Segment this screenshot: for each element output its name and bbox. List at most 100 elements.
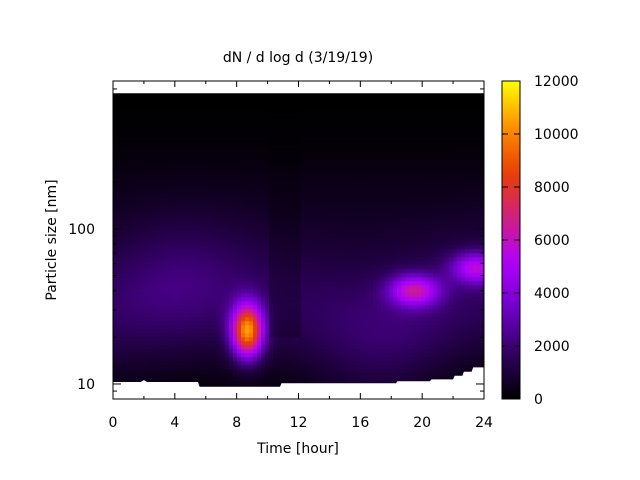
heatmap-cell (297, 285, 302, 290)
heatmap-cell (165, 129, 170, 134)
heatmap-cell (237, 201, 242, 206)
heatmap-cell (329, 369, 334, 374)
heatmap-cell (261, 293, 266, 298)
heatmap-cell (197, 297, 202, 302)
heatmap-cell (341, 229, 346, 234)
heatmap-cell (369, 217, 374, 222)
heatmap-cell (341, 197, 346, 202)
heatmap-cell (141, 353, 146, 358)
heatmap-cell (329, 185, 334, 190)
heatmap-cell (137, 237, 142, 242)
heatmap-cell (333, 133, 338, 138)
heatmap-cell (193, 261, 198, 266)
heatmap-cell (157, 129, 162, 134)
heatmap-cell (129, 165, 134, 170)
heatmap-cell (169, 273, 174, 278)
heatmap-cell (149, 293, 154, 298)
heatmap-cell (249, 97, 254, 102)
heatmap-cell (133, 125, 138, 130)
heatmap-cell (337, 241, 342, 246)
heatmap-cell (169, 193, 174, 198)
heatmap-cell (249, 381, 254, 386)
heatmap-cell (141, 265, 146, 270)
heatmap-cell (201, 325, 206, 330)
heatmap-cell (245, 257, 250, 262)
heatmap-cell (169, 369, 174, 374)
heatmap-cell (221, 205, 226, 210)
heatmap-cell (293, 349, 298, 354)
heatmap-cell (113, 237, 118, 242)
heatmap-cell (297, 273, 302, 278)
heatmap-cell (337, 373, 342, 378)
heatmap-cell (369, 169, 374, 174)
heatmap-cell (233, 197, 238, 202)
heatmap-cell (353, 269, 358, 274)
heatmap-cell (205, 361, 210, 366)
heatmap-cell (237, 317, 242, 322)
heatmap-cell (253, 289, 258, 294)
heatmap-cell (277, 353, 282, 358)
heatmap-cell (169, 277, 174, 282)
heatmap-cell (145, 205, 150, 210)
heatmap-cell (181, 189, 186, 194)
heatmap-cell (293, 229, 298, 234)
heatmap-cell (297, 245, 302, 250)
heatmap-cell (309, 337, 314, 342)
heatmap-cell (349, 365, 354, 370)
heatmap-cell (185, 341, 190, 346)
heatmap-cell (209, 293, 214, 298)
heatmap-cell (257, 273, 262, 278)
heatmap-cell (285, 185, 290, 190)
heatmap-cell (329, 301, 334, 306)
heatmap-cell (349, 273, 354, 278)
heatmap-cell (249, 289, 254, 294)
heatmap-cell (209, 97, 214, 102)
heatmap-cell (317, 257, 322, 262)
heatmap-cell (121, 141, 126, 146)
heatmap-cell (317, 333, 322, 338)
heatmap-cell (353, 137, 358, 142)
heatmap-cell (185, 361, 190, 366)
heatmap-cell (297, 333, 302, 338)
heatmap-cell (189, 225, 194, 230)
heatmap-cell (225, 109, 230, 114)
heatmap-cell (209, 205, 214, 210)
heatmap-cell (129, 377, 134, 382)
heatmap-cell (317, 369, 322, 374)
heatmap-cell (205, 121, 210, 126)
heatmap-cell (293, 205, 298, 210)
heatmap-cell (293, 153, 298, 158)
heatmap-cell (133, 353, 138, 358)
heatmap-cell (321, 373, 326, 378)
heatmap-cell (149, 345, 154, 350)
heatmap-cell (345, 113, 350, 118)
heatmap-cell (365, 193, 370, 198)
heatmap-cell (353, 253, 358, 258)
heatmap-cell (365, 289, 370, 294)
heatmap-cell (221, 113, 226, 118)
heatmap-cell (157, 189, 162, 194)
heatmap-cell (281, 181, 286, 186)
heatmap-cell (153, 249, 158, 254)
heatmap-cell (297, 281, 302, 286)
heatmap-cell (157, 125, 162, 130)
heatmap-cell (317, 357, 322, 362)
heatmap-cell (209, 337, 214, 342)
heatmap-cell (129, 121, 134, 126)
heatmap-cell (361, 345, 366, 350)
heatmap-cell (353, 369, 358, 374)
heatmap-cell (241, 293, 246, 298)
heatmap-cell (113, 277, 118, 282)
heatmap-cell (229, 93, 234, 98)
heatmap-cell (129, 213, 134, 218)
heatmap-cell (193, 97, 198, 102)
heatmap-cell (157, 237, 162, 242)
heatmap-cell (345, 213, 350, 218)
heatmap-cell (269, 329, 274, 334)
heatmap-cell (353, 133, 358, 138)
heatmap-cell (261, 185, 266, 190)
heatmap-cell (149, 305, 154, 310)
heatmap-cell (229, 189, 234, 194)
heatmap-cell (113, 233, 118, 238)
heatmap-cell (349, 309, 354, 314)
